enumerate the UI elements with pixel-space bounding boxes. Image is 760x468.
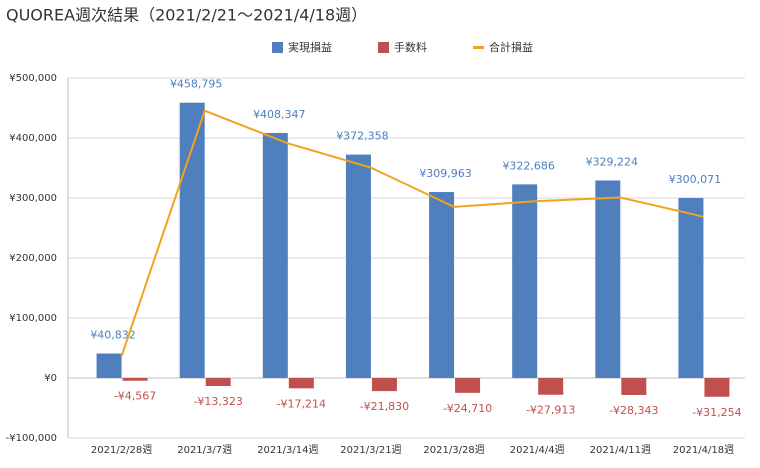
data-label: ¥372,358 [336,130,389,143]
bar [455,378,481,393]
bar [122,378,148,381]
legend-label: 実現損益 [288,40,332,54]
data-label: ¥408,347 [253,108,306,121]
data-label: -¥17,214 [277,397,326,410]
data-label: ¥329,224 [586,155,639,168]
y-tick-label: -¥100,000 [6,433,57,444]
data-label: ¥309,963 [419,167,472,180]
x-tick-label: 2021/4/4週 [510,444,565,456]
y-tick-label: ¥200,000 [9,253,57,264]
y-tick-label: ¥300,000 [9,193,57,204]
y-tick-label: ¥500,000 [9,73,57,84]
bar [621,378,647,396]
bar [704,378,730,397]
x-tick-label: 2021/4/11週 [590,444,651,456]
legend-swatch [473,46,484,49]
bar [96,353,122,378]
chart-title: QUOREA週次結果（2021/2/21～2021/4/18週） [6,6,367,25]
bar [288,378,314,389]
data-label: ¥300,071 [669,173,722,186]
line [120,109,704,357]
x-tick-label: 2021/3/14週 [257,444,318,456]
bar [678,197,704,378]
data-label: ¥458,795 [170,78,223,91]
x-tick-label: 2021/3/7週 [177,444,232,456]
x-tick-label: 2021/3/21週 [340,444,401,456]
data-label: ¥322,686 [502,159,555,172]
data-label: -¥21,830 [360,400,409,413]
bar [262,132,288,378]
data-label: -¥28,343 [609,404,658,417]
x-tick-label: 2021/2/28週 [91,444,152,456]
x-tick-label: 2021/3/28週 [423,444,484,456]
legend-label: 合計損益 [489,40,533,54]
bar [429,192,455,378]
bar [538,378,564,395]
y-tick-label: ¥100,000 [9,313,57,324]
y-tick-label: ¥0 [44,373,57,384]
data-label: -¥24,710 [443,402,492,415]
bar [371,378,397,392]
bar [345,154,371,378]
data-label: ¥40,832 [90,329,136,342]
data-label: -¥13,323 [193,395,242,408]
data-label: -¥27,913 [526,404,575,417]
y-tick-label: ¥400,000 [9,133,57,144]
legend-swatch [272,42,283,53]
legend-label: 手数料 [394,40,427,54]
bar [179,102,205,379]
legend-swatch [378,42,389,53]
data-label: -¥4,567 [114,390,156,403]
bar [512,184,538,378]
x-tick-label: 2021/4/18週 [673,444,734,456]
bar [205,378,231,386]
bar [595,180,621,378]
data-label: -¥31,254 [692,406,741,419]
